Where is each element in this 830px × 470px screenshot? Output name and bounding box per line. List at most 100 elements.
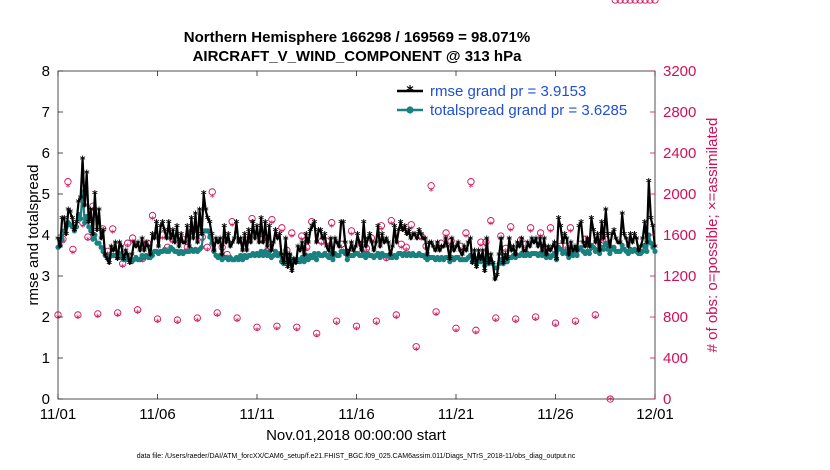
y-right-tick-label: 400 bbox=[663, 350, 688, 367]
rmse-point: * bbox=[166, 217, 172, 230]
y-left-tick-label: 1 bbox=[42, 350, 50, 367]
y-right-tick-label: 1200 bbox=[663, 268, 696, 285]
rmse-point: * bbox=[61, 213, 67, 226]
rmse-point: * bbox=[344, 250, 350, 263]
totalspread-point bbox=[393, 254, 400, 261]
obs-possible-point bbox=[636, 0, 644, 4]
totalspread-point bbox=[590, 244, 597, 250]
totalspread-point bbox=[377, 254, 383, 261]
rmse-point: * bbox=[587, 242, 593, 255]
obs-assimilated-point: * bbox=[409, 224, 414, 235]
obs-possible-point bbox=[546, 224, 555, 232]
obs-assimilated-point: * bbox=[334, 320, 339, 331]
obs-possible-point bbox=[293, 323, 301, 331]
y-right-tick-label: 0 bbox=[663, 391, 671, 408]
rmse-point: * bbox=[70, 213, 76, 226]
rmse-point: * bbox=[418, 229, 424, 242]
rmse-point: * bbox=[447, 254, 453, 267]
obs-possible-point bbox=[616, 0, 624, 4]
totalspread-point bbox=[336, 252, 342, 259]
rmse-point: * bbox=[554, 254, 560, 267]
rmse-point: * bbox=[150, 229, 156, 242]
obs-assimilated-point: * bbox=[613, 0, 618, 3]
obs-possible-point bbox=[248, 214, 256, 223]
obs-possible-point bbox=[442, 229, 450, 237]
rmse-point: * bbox=[556, 213, 562, 226]
rmse-point: * bbox=[607, 242, 613, 255]
rmse-point: * bbox=[570, 246, 576, 259]
rmse-point: * bbox=[227, 242, 233, 255]
rmse-point: * bbox=[303, 229, 309, 242]
rmse-point: * bbox=[578, 217, 584, 230]
rmse-point: * bbox=[88, 205, 94, 218]
rmse-point: * bbox=[164, 233, 170, 246]
totalspread-point bbox=[586, 250, 593, 257]
totalspread-point bbox=[330, 257, 336, 263]
obs-assimilated-point: * bbox=[170, 239, 175, 250]
rmse-point: * bbox=[568, 237, 574, 250]
obs-assimilated-point: * bbox=[394, 314, 399, 325]
rmse-point: * bbox=[634, 233, 640, 246]
rmse-point: * bbox=[203, 205, 209, 218]
rmse-point: * bbox=[338, 217, 344, 230]
chart-title-line1: Northern Hemisphere 166298 / 169569 = 98… bbox=[184, 29, 530, 46]
obs-assimilated-point: * bbox=[608, 396, 613, 407]
obs-assimilated-point: * bbox=[414, 345, 419, 356]
obs-assimilated-point: * bbox=[155, 318, 160, 329]
obs-possible-point bbox=[114, 309, 122, 317]
rmse-point: * bbox=[414, 233, 420, 246]
rmse-point: * bbox=[168, 233, 174, 246]
rmse-point: * bbox=[535, 242, 541, 255]
obs-assimilated-point: * bbox=[573, 320, 578, 331]
rmse-point: * bbox=[369, 237, 375, 250]
rmse-point: * bbox=[394, 237, 400, 250]
rmse-point: * bbox=[385, 237, 391, 250]
rmse-point: * bbox=[476, 246, 482, 259]
rmse-point: * bbox=[145, 242, 151, 255]
obs-possible-point bbox=[133, 306, 142, 314]
rmse-point: * bbox=[541, 233, 547, 246]
rmse-point: * bbox=[59, 213, 65, 226]
rmse-point: * bbox=[260, 237, 266, 250]
rmse-point: * bbox=[246, 225, 252, 238]
rmse-point: * bbox=[650, 221, 656, 234]
obs-assimilated-point: * bbox=[434, 310, 439, 321]
y-left-tick-label: 6 bbox=[42, 145, 50, 162]
rmse-point: * bbox=[437, 246, 443, 259]
totalspread-point bbox=[611, 244, 617, 250]
obs-assimilated-point: * bbox=[638, 0, 643, 3]
obs-assimilated-point: * bbox=[140, 257, 145, 268]
obs-assimilated-point: * bbox=[314, 332, 319, 343]
rmse-point: * bbox=[346, 246, 352, 259]
rmse-point: * bbox=[291, 254, 297, 267]
rmse-point: * bbox=[392, 221, 398, 234]
rmse-point: * bbox=[213, 233, 219, 246]
obs-possible-point bbox=[621, 0, 629, 4]
rmse-point: * bbox=[537, 233, 543, 246]
rmse-point: * bbox=[193, 209, 199, 222]
rmse-point: * bbox=[254, 221, 260, 234]
rmse-point: * bbox=[162, 225, 168, 238]
totalspread-point bbox=[363, 254, 369, 261]
obs-assimilated-point: * bbox=[235, 317, 240, 328]
rmse-point: * bbox=[133, 242, 139, 255]
legend-rmse-label: rmse grand pr = 3.9153 bbox=[430, 83, 586, 100]
rmse-point: * bbox=[572, 242, 578, 255]
rmse-point: * bbox=[156, 242, 162, 255]
rmse-point: * bbox=[152, 233, 158, 246]
rmse-point: * bbox=[82, 201, 88, 214]
obs-assimilated-point: * bbox=[643, 0, 648, 3]
rmse-point: * bbox=[513, 250, 519, 263]
rmse-point: * bbox=[517, 242, 523, 255]
obs-assimilated-point: * bbox=[289, 233, 294, 244]
rmse-point: * bbox=[615, 237, 621, 250]
rmse-point: * bbox=[117, 237, 123, 250]
rmse-point: * bbox=[628, 229, 634, 242]
obs-possible-point bbox=[173, 316, 182, 324]
y-axis-right: 0 400 800 1200 1600 2000 2400 2800 3200 bbox=[650, 63, 696, 408]
totalspread-point bbox=[361, 250, 367, 257]
rmse-point: * bbox=[498, 233, 504, 246]
rmse-point: * bbox=[78, 192, 84, 205]
obs-assimilated-point: * bbox=[160, 235, 165, 246]
obs-assimilated-point: * bbox=[628, 0, 633, 3]
